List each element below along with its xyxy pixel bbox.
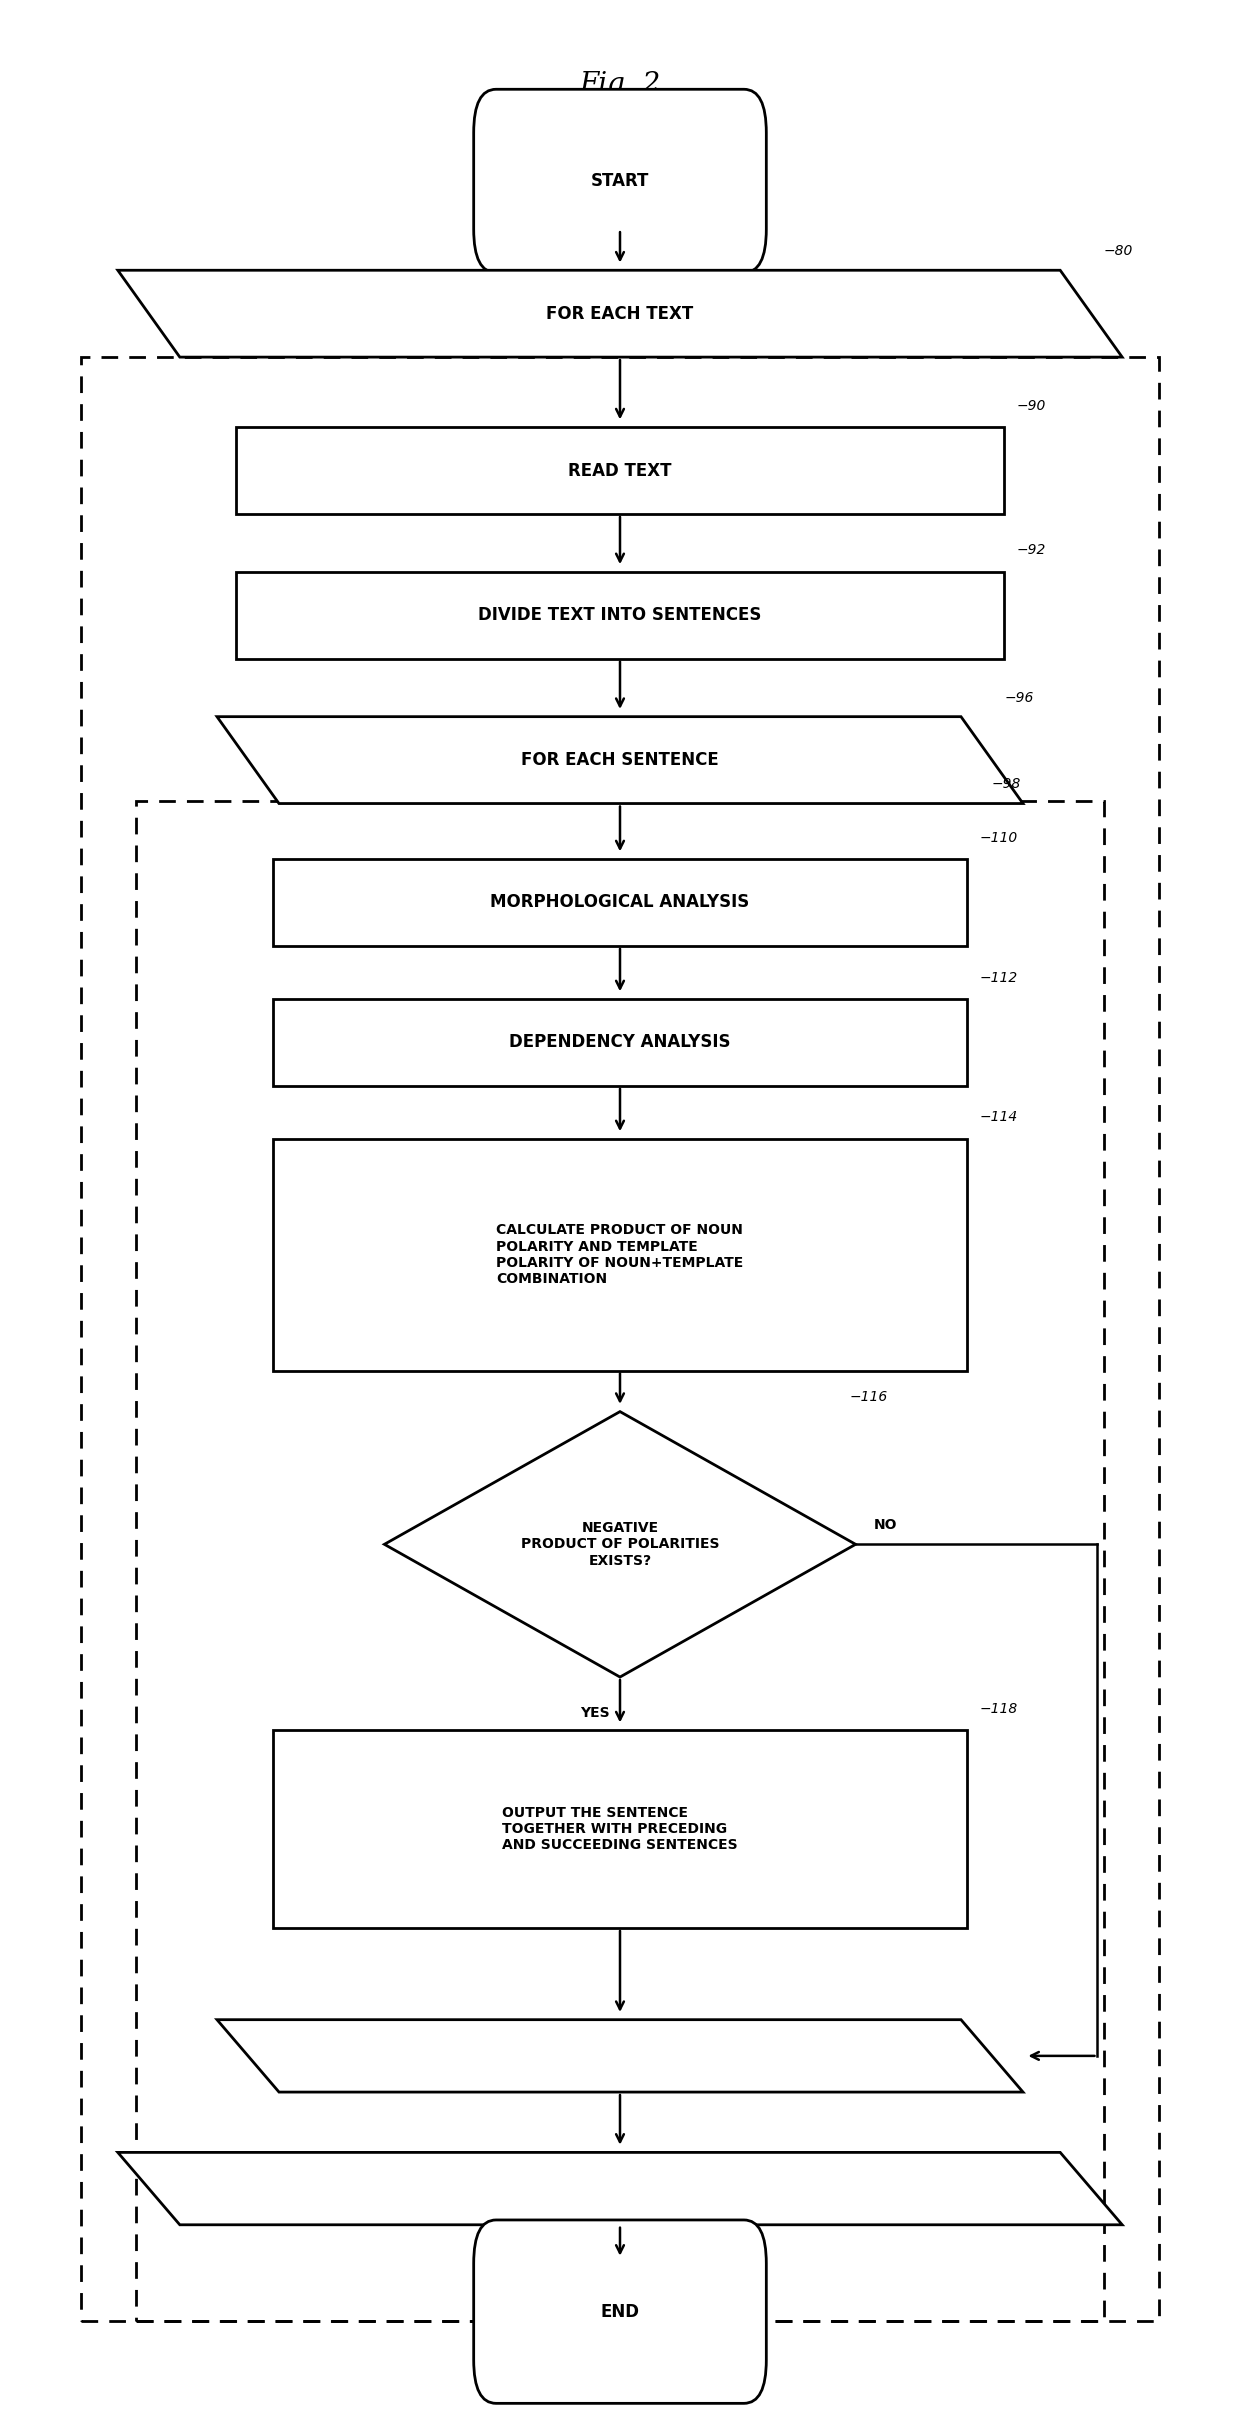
Text: DIVIDE TEXT INTO SENTENCES: DIVIDE TEXT INTO SENTENCES (479, 606, 761, 625)
Bar (81, 357, 1159, 2321)
Text: Fig. 2: Fig. 2 (579, 70, 661, 99)
Text: −116: −116 (849, 1390, 888, 1404)
Bar (136, 801, 1104, 2321)
Text: −112: −112 (980, 970, 1018, 985)
Text: −118: −118 (980, 1701, 1018, 1716)
Polygon shape (384, 1412, 856, 1677)
Text: −96: −96 (1004, 690, 1034, 705)
Text: −110: −110 (980, 830, 1018, 845)
Text: −90: −90 (1017, 398, 1047, 413)
FancyBboxPatch shape (273, 999, 967, 1086)
Text: CALCULATE PRODUCT OF NOUN
POLARITY AND TEMPLATE
POLARITY OF NOUN+TEMPLATE
COMBIN: CALCULATE PRODUCT OF NOUN POLARITY AND T… (496, 1223, 744, 1286)
Text: MORPHOLOGICAL ANALYSIS: MORPHOLOGICAL ANALYSIS (490, 893, 750, 912)
Text: READ TEXT: READ TEXT (568, 461, 672, 480)
Text: YES: YES (580, 1706, 610, 1720)
Text: −98: −98 (992, 777, 1022, 791)
FancyBboxPatch shape (474, 2220, 766, 2403)
Text: OUTPUT THE SENTENCE
TOGETHER WITH PRECEDING
AND SUCCEEDING SENTENCES: OUTPUT THE SENTENCE TOGETHER WITH PRECED… (502, 1805, 738, 1853)
Text: NEGATIVE
PRODUCT OF POLARITIES
EXISTS?: NEGATIVE PRODUCT OF POLARITIES EXISTS? (521, 1520, 719, 1568)
FancyBboxPatch shape (474, 89, 766, 273)
Polygon shape (118, 2152, 1122, 2225)
FancyBboxPatch shape (273, 1730, 967, 1928)
FancyBboxPatch shape (273, 1139, 967, 1371)
Text: −82: −82 (1042, 333, 1071, 347)
FancyBboxPatch shape (236, 427, 1004, 514)
Text: −80: −80 (1104, 244, 1133, 258)
Text: −114: −114 (980, 1110, 1018, 1124)
Text: END: END (600, 2302, 640, 2321)
Polygon shape (217, 717, 1023, 804)
Polygon shape (118, 270, 1122, 357)
Polygon shape (217, 2020, 1023, 2092)
Text: FOR EACH TEXT: FOR EACH TEXT (547, 304, 693, 323)
FancyBboxPatch shape (236, 572, 1004, 659)
Text: FOR EACH SENTENCE: FOR EACH SENTENCE (521, 750, 719, 770)
FancyBboxPatch shape (273, 859, 967, 946)
Text: DEPENDENCY ANALYSIS: DEPENDENCY ANALYSIS (510, 1033, 730, 1052)
Text: START: START (590, 171, 650, 191)
Text: −92: −92 (1017, 543, 1047, 557)
Text: NO: NO (874, 1518, 898, 1532)
